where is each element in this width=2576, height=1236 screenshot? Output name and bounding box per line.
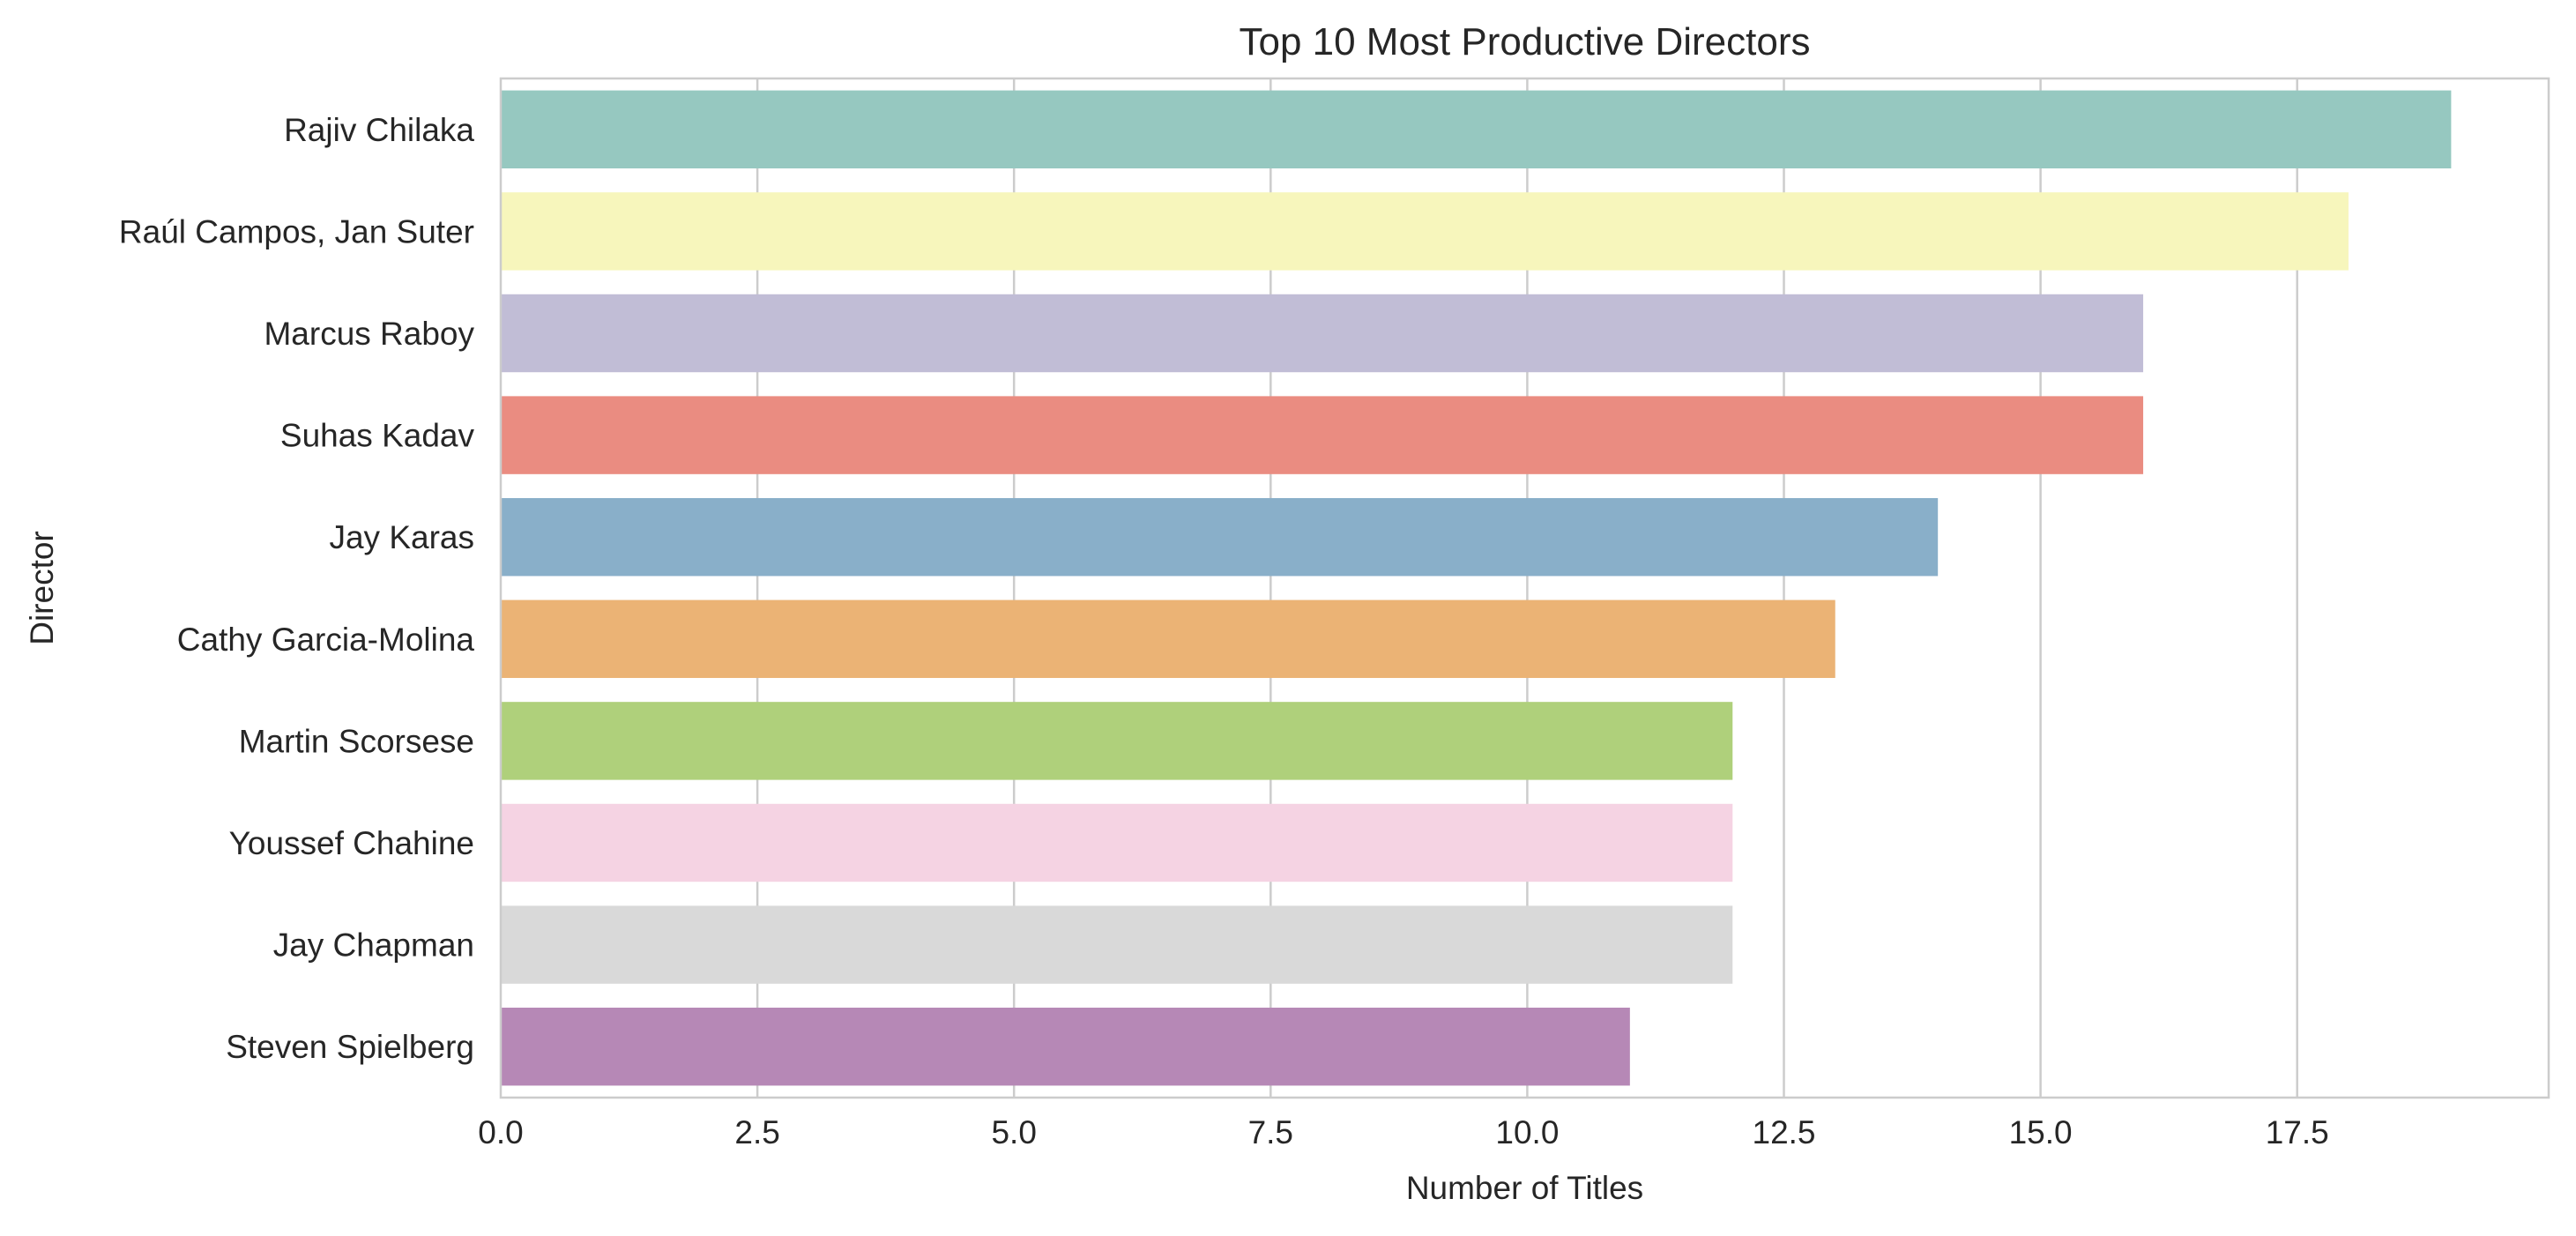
- bar: [501, 497, 1939, 577]
- y-tick-labels: Rajiv Chilaka Raúl Campos, Jan Suter Marcu…: [119, 112, 475, 1065]
- bar: [501, 702, 1733, 780]
- y-tick-label: Steven Spielberg: [226, 1029, 474, 1065]
- y-tick-label: Jay Chapman: [273, 927, 474, 964]
- x-tick-label: 7.5: [1248, 1114, 1293, 1150]
- y-tick-label: Jay Karas: [329, 519, 474, 555]
- chart-title: Top 10 Most Productive Directors: [1239, 20, 1810, 63]
- bars: [501, 90, 2452, 1086]
- y-tick-label: Marcus Raboy: [264, 316, 474, 352]
- bar: [501, 294, 2144, 373]
- y-tick-label: Rajiv Chilaka: [284, 112, 474, 148]
- y-tick-label: Cathy Garcia-Molina: [177, 622, 475, 658]
- y-tick-label: Raúl Campos, Jan Suter: [119, 213, 474, 249]
- x-tick-label: 15.0: [2009, 1114, 2073, 1150]
- y-tick-label: Youssef Chahine: [229, 825, 474, 861]
- x-tick-label: 2.5: [734, 1114, 779, 1150]
- y-axis-label: Director: [24, 531, 60, 645]
- x-tick-labels: 0.0 2.5 5.0 7.5 10.0 12.5 15.0 17.5: [478, 1114, 2328, 1150]
- bar: [501, 1007, 1630, 1086]
- plot-frame: [499, 77, 2550, 1099]
- y-tick-label: Martin Scorsese: [239, 723, 474, 759]
- bar: [501, 905, 1733, 984]
- x-tick-label: 5.0: [991, 1114, 1036, 1150]
- bar: [501, 599, 1835, 679]
- bar: [501, 803, 1733, 882]
- bar: [501, 192, 2349, 271]
- x-tick-label: 10.0: [1495, 1114, 1559, 1150]
- x-tick-label: 17.5: [2266, 1114, 2329, 1150]
- x-axis-label: Number of Titles: [1406, 1170, 1643, 1206]
- bar: [501, 90, 2452, 169]
- y-tick-label: Suhas Kadav: [280, 418, 475, 454]
- x-tick-label: 12.5: [1753, 1114, 1816, 1150]
- x-tick-label: 0.0: [478, 1114, 523, 1150]
- bar: [501, 396, 2144, 474]
